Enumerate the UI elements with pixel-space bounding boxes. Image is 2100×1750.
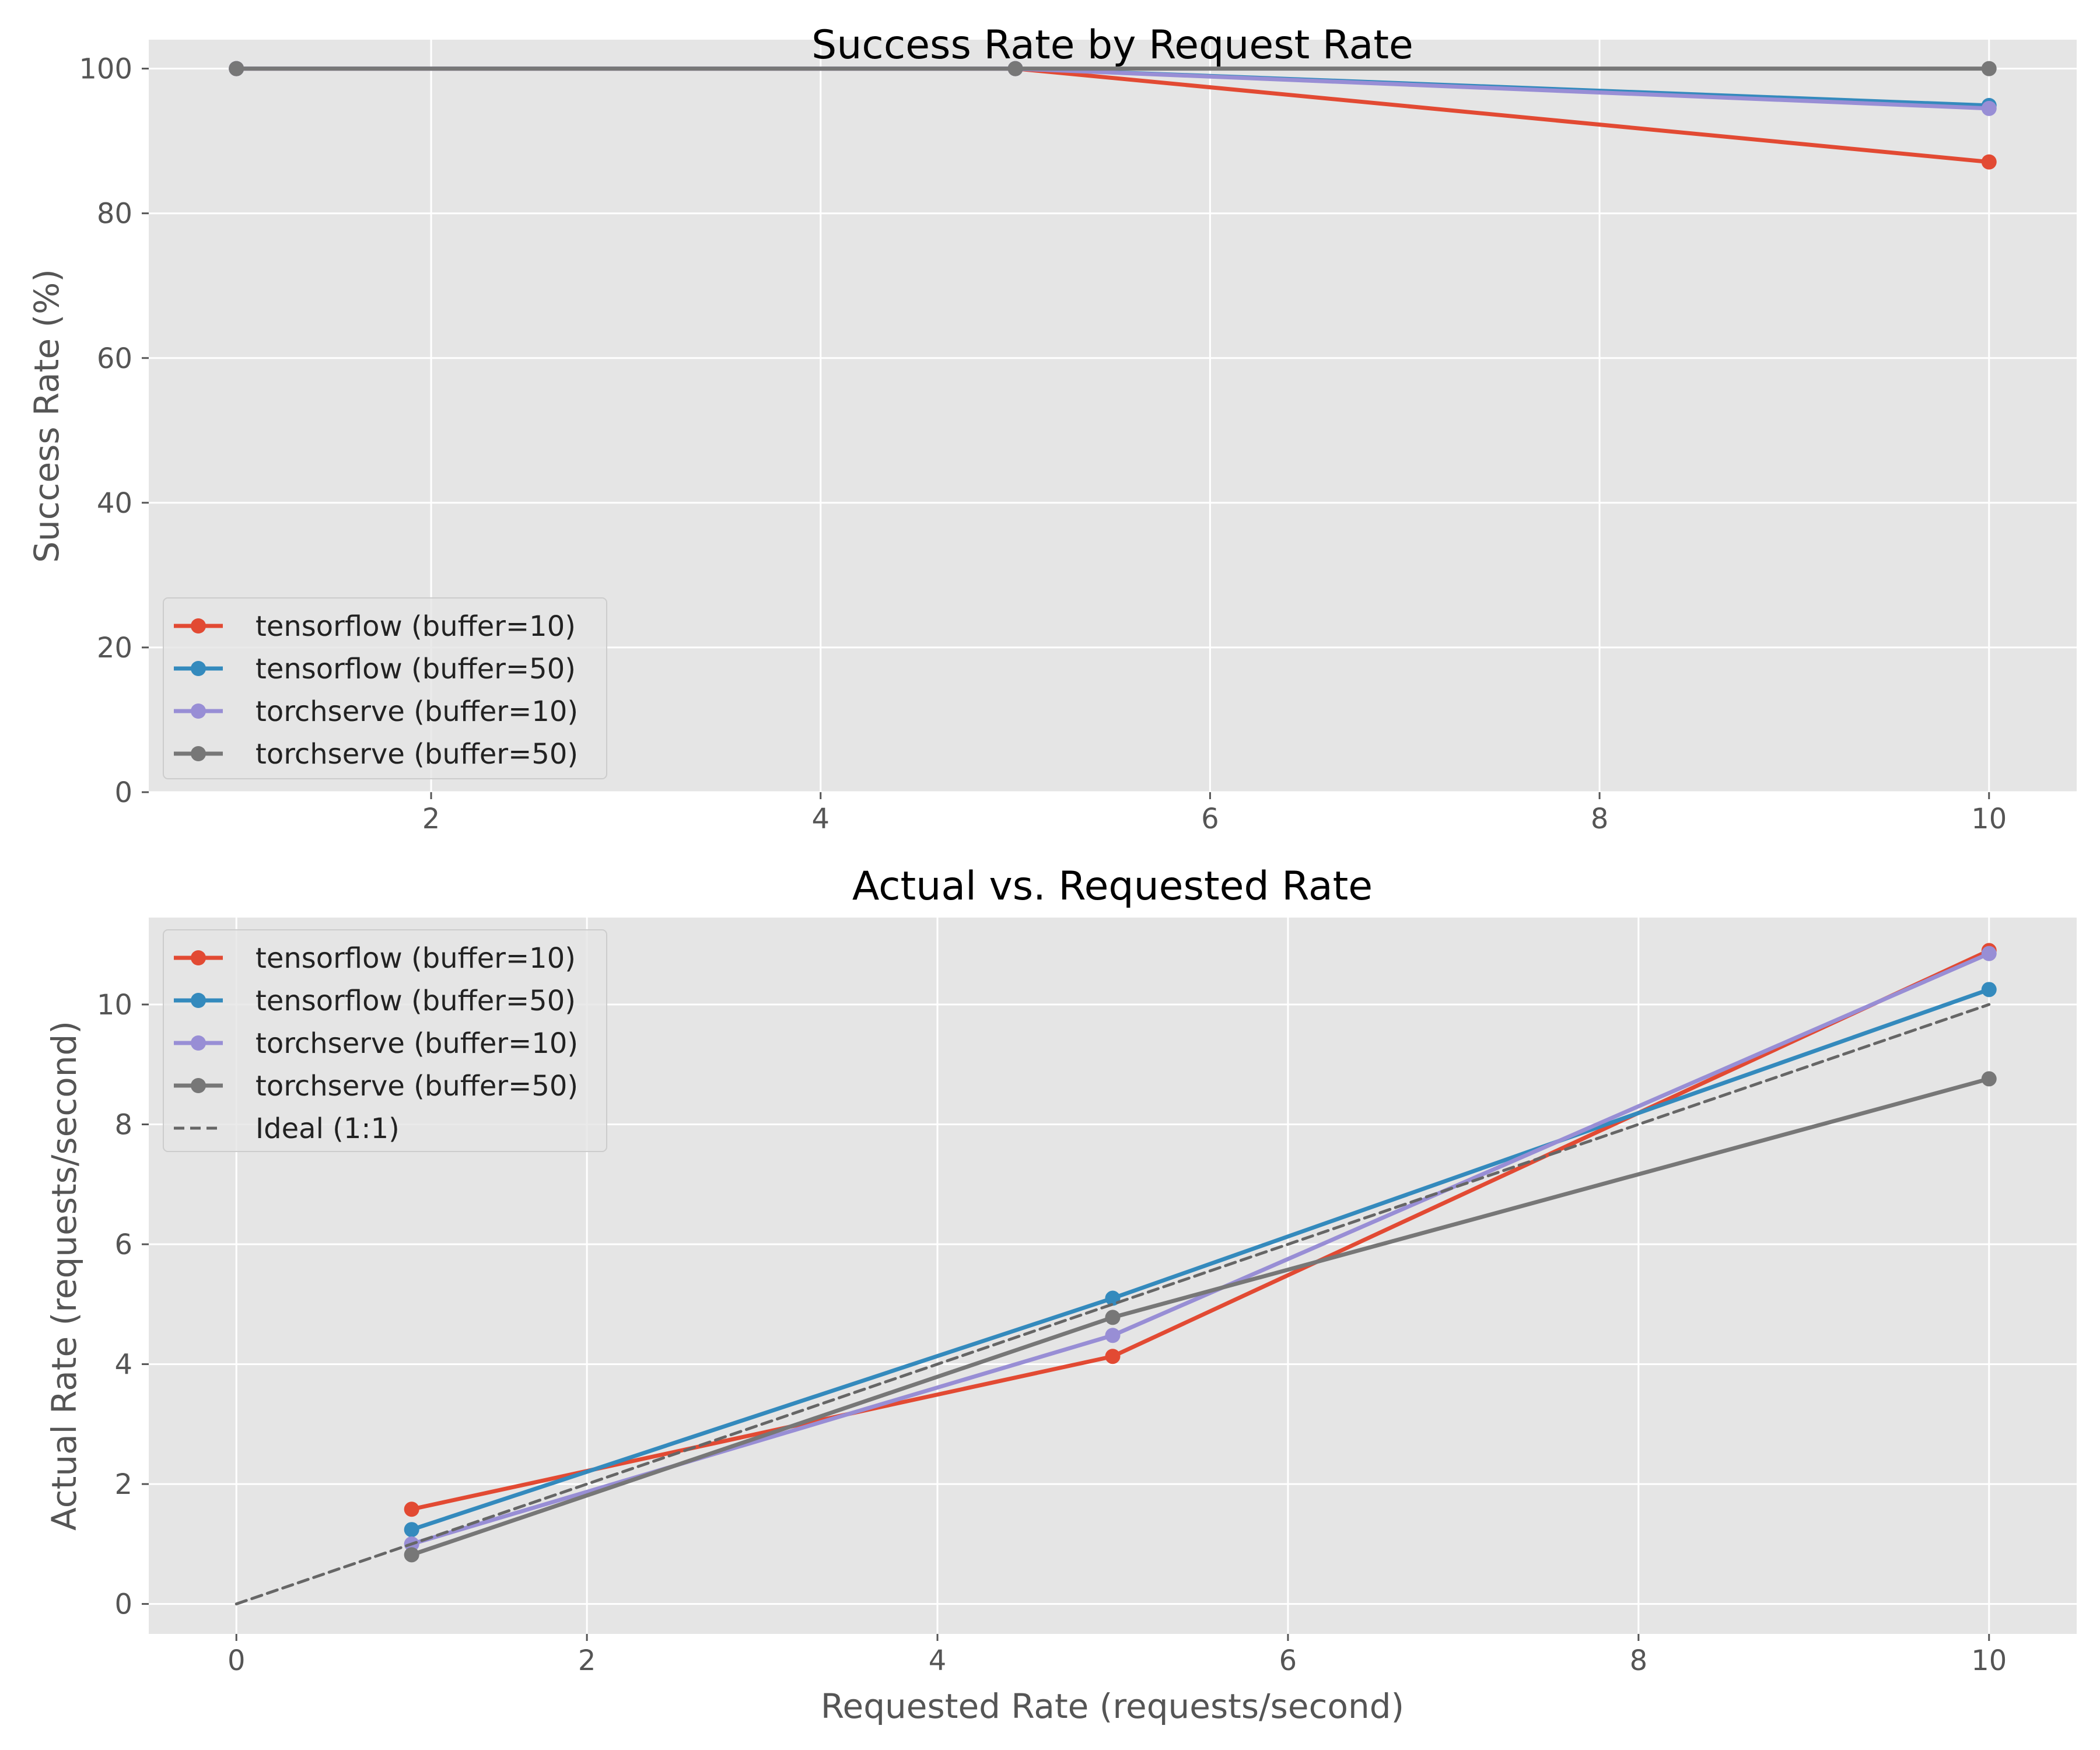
data-point [229, 61, 244, 76]
legend: tensorflow (buffer=10) tensorflow (buffer… [163, 929, 607, 1152]
legend-label: torchserve (buffer=50) [256, 1070, 578, 1102]
series-line [235, 1003, 1991, 1606]
actual-vs-requested-chart: 0 2 4 6 8 10 0 2 4 6 8 10 Actual vs. Requested Rate… [44, 863, 2077, 1726]
x-tick-label: 4 [929, 1644, 947, 1677]
data-point [1981, 946, 1997, 961]
data-point [1105, 1349, 1121, 1364]
x-tick-label: 6 [1279, 1644, 1297, 1677]
y-tick-label: 0 [114, 776, 132, 809]
y-tick-label: 0 [114, 1588, 132, 1621]
legend-marker [191, 661, 206, 676]
y-tick-label: 8 [114, 1109, 132, 1142]
x-tick-label: 10 [1971, 803, 2007, 835]
x-tick-label: 0 [228, 1644, 246, 1677]
y-tick-label: 2 [114, 1468, 132, 1501]
x-tick-label: 2 [578, 1644, 596, 1677]
legend-label: torchserve (buffer=50) [256, 738, 578, 771]
chart-title: Actual vs. Requested Rate [852, 863, 1373, 909]
x-tick-label: 8 [1630, 1644, 1648, 1677]
y-tick-label: 10 [97, 989, 132, 1021]
x-tick-label: 2 [422, 803, 440, 835]
legend-label: tensorflow (buffer=50) [256, 653, 576, 685]
y-tick-label: 4 [114, 1349, 132, 1381]
data-point [404, 1547, 419, 1563]
legend-marker [191, 618, 206, 634]
legend-label: tensorflow (buffer=50) [256, 985, 576, 1017]
legend: tensorflow (buffer=10) tensorflow (buffer… [163, 597, 607, 779]
x-tick-label: 4 [811, 803, 830, 835]
x-tick-label: 6 [1201, 803, 1219, 835]
data-point [1007, 61, 1023, 76]
data-point [404, 1522, 419, 1538]
x-tick-label: 8 [1591, 803, 1609, 835]
legend-frame [163, 929, 607, 1152]
legend-marker [191, 1035, 206, 1051]
y-tick-label: 80 [97, 198, 132, 230]
legend-frame [163, 597, 607, 779]
legend-label: torchserve (buffer=10) [256, 1027, 578, 1060]
y-tick-label: 6 [114, 1228, 132, 1261]
y-tick-label: 100 [79, 53, 132, 86]
y-tick-label: 40 [97, 487, 132, 520]
legend-marker [191, 950, 206, 965]
data-point [1981, 100, 1997, 116]
x-tick-label: 10 [1971, 1644, 2007, 1677]
x-axis-label: Requested Rate (requests/second) [821, 1686, 1404, 1726]
data-point [404, 1502, 419, 1517]
legend-marker [191, 746, 206, 761]
legend-marker [191, 993, 206, 1008]
legend-marker [191, 1078, 206, 1093]
data-point [1981, 982, 1997, 998]
legend-marker [191, 704, 206, 719]
data-point [1981, 1071, 1997, 1087]
legend-label: Ideal (1:1) [256, 1112, 400, 1145]
legend-label: torchserve (buffer=10) [256, 695, 578, 728]
y-tick-label: 60 [97, 342, 132, 375]
y-tick-label: 20 [97, 632, 132, 664]
data-point [1105, 1310, 1121, 1325]
data-point [1105, 1328, 1121, 1343]
legend-label: tensorflow (buffer=10) [256, 610, 576, 643]
y-axis-label: Actual Rate (requests/second) [44, 1021, 84, 1531]
data-point [1981, 61, 1997, 76]
data-point [1981, 154, 1997, 170]
legend-label: tensorflow (buffer=10) [256, 942, 576, 975]
chart-title: Success Rate by Request Rate [811, 22, 1413, 68]
y-axis-label: Success Rate (%) [27, 269, 66, 563]
